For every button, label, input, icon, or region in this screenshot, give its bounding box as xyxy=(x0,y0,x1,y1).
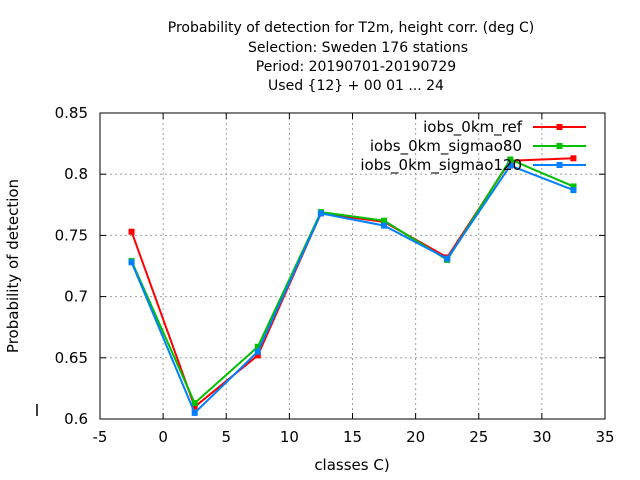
title-line-3: Period: 20190701-20190729 xyxy=(256,59,456,75)
y-tick-label: 0.65 xyxy=(55,349,88,367)
series-layer xyxy=(128,155,577,416)
y-tick-label: 0.6 xyxy=(64,410,88,428)
legend-label: iobs_0km_sigmao80 xyxy=(370,137,522,156)
series-line xyxy=(130,164,574,415)
legend-item: iobs_0km_ref xyxy=(423,118,586,137)
x-tick-label: 20 xyxy=(406,428,425,446)
data-point xyxy=(444,255,451,262)
data-point xyxy=(570,155,577,162)
axis-ticks: -5 0 5 10 15 20 25 30 35 0.6 0.65 0.7 0.75 0.8 0.85 xyxy=(55,104,615,446)
legend-item: iobs_0km_sigmao80 xyxy=(370,137,586,156)
chart-title: Probability of detection for T2m, height… xyxy=(168,20,534,94)
data-point xyxy=(254,343,261,350)
data-point xyxy=(507,162,514,169)
data-point xyxy=(570,187,577,194)
y-axis-label: Probability of detection xyxy=(4,179,22,353)
title-line-1: Probability of detection for T2m, height… xyxy=(168,20,534,36)
x-tick-label: 35 xyxy=(595,428,614,446)
x-tick-label: 25 xyxy=(469,428,488,446)
data-point xyxy=(191,403,198,410)
data-point xyxy=(507,156,514,163)
data-point xyxy=(254,352,261,359)
legend-item: iobs_0km_sigmao120 xyxy=(360,156,586,175)
x-tick-label: 30 xyxy=(532,428,551,446)
y-tick-label: 0.75 xyxy=(55,226,88,244)
x-tick-label: 5 xyxy=(221,428,231,446)
data-point xyxy=(191,409,198,416)
data-point xyxy=(254,348,261,355)
data-point xyxy=(570,183,577,190)
data-point xyxy=(381,222,388,229)
series-line xyxy=(130,158,574,405)
x-tick-label: 0 xyxy=(158,428,168,446)
legend-swatch-point xyxy=(556,124,563,130)
legend-label: iobs_0km_sigmao120 xyxy=(360,156,522,175)
data-point xyxy=(381,217,388,224)
x-tick-label: 15 xyxy=(343,428,362,446)
title-line-2: Selection: Sweden 176 stations xyxy=(248,40,468,56)
title-line-4: Used {12} + 00 01 ... 24 xyxy=(268,78,444,94)
data-point xyxy=(128,228,135,235)
y-tick-label: 0.7 xyxy=(64,288,88,306)
legend: iobs_0km_refiobs_0km_sigmao80iobs_0km_si… xyxy=(360,118,586,175)
legend-label: iobs_0km_ref xyxy=(423,118,523,137)
legend-swatch-point xyxy=(556,162,563,168)
y-tick-label: 0.8 xyxy=(64,165,88,183)
series-iobs_0km_sigmao120 xyxy=(128,162,577,416)
x-axis-label: classes C) xyxy=(314,456,389,474)
data-point xyxy=(128,259,135,266)
y-tick-label: 0.85 xyxy=(55,104,88,122)
legend-swatch-point xyxy=(556,143,563,149)
x-tick-label: -5 xyxy=(93,428,108,446)
x-tick-label: 10 xyxy=(280,428,299,446)
data-point xyxy=(191,400,198,407)
data-point xyxy=(317,210,324,217)
grid xyxy=(100,113,605,419)
